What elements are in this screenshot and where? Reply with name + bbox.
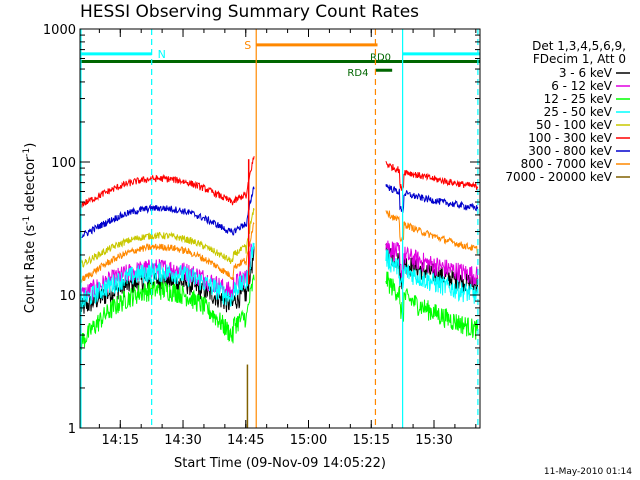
series-night-1 — [385, 240, 479, 286]
legend-entry-2: 12 - 25 keV — [544, 92, 613, 106]
legend: Det 1,3,4,5,6,9, FDecim 1, Att 0 3 - 6 k… — [505, 39, 630, 184]
legend-header-line-1: Det 1,3,4,5,6,9, — [532, 39, 626, 53]
plot-frame — [79, 28, 481, 429]
rd-marker-label-1: RD0 — [370, 52, 391, 63]
x-axis-ticks: 14:15 14:30 14:45 15:00 15:15 15:30 — [98, 29, 477, 448]
x-tick-label-5: 15:30 — [415, 433, 452, 448]
vertical-markers — [80, 29, 479, 428]
legend-entry-0: 3 - 6 keV — [559, 66, 613, 80]
series-day-5 — [80, 156, 255, 208]
x-tick-label-2: 14:45 — [227, 433, 264, 448]
x-tick-label-3: 15:00 — [290, 433, 327, 448]
series-day-4 — [80, 207, 255, 268]
footer-timestamp: 11-May-2010 01:14 — [544, 467, 632, 477]
y-axis-label: Count Rate (s-1 detector-1) — [22, 143, 38, 314]
series-lines — [80, 156, 479, 428]
y-tick-label-2: 100 — [51, 156, 76, 171]
y-axis-ticks: 1 10 100 1000 — [43, 23, 480, 437]
series-night-5 — [385, 161, 479, 191]
y-tick-label-1: 10 — [59, 289, 76, 304]
series-night-6 — [385, 184, 479, 214]
orbit-marker-label-1: S — [244, 39, 251, 52]
legend-header-line-2: FDecim 1, Att 0 — [533, 52, 626, 66]
series-night-7 — [385, 210, 479, 255]
legend-entry-5: 100 - 300 keV — [528, 131, 612, 145]
y-tick-label-0: 1 — [68, 422, 76, 437]
legend-entry-3: 25 - 50 keV — [544, 105, 613, 119]
legend-entry-8: 7000 - 20000 keV — [505, 170, 612, 184]
x-tick-label-4: 15:15 — [353, 433, 390, 448]
series-day-6 — [80, 186, 255, 239]
legend-entry-7: 800 - 7000 keV — [521, 157, 613, 171]
series-night-2 — [385, 271, 479, 340]
rd-marker-label-0: RD4 — [347, 68, 368, 79]
series-day-3 — [80, 242, 255, 309]
legend-entry-4: 50 - 100 keV — [536, 118, 613, 132]
legend-entry-6: 300 - 800 keV — [528, 144, 612, 158]
series-day-7 — [80, 221, 255, 283]
x-tick-label-0: 14:15 — [102, 433, 139, 448]
x-tick-label-1: 14:30 — [164, 433, 201, 448]
x-axis-label: Start Time (09-Nov-09 14:05:22) — [174, 456, 386, 471]
series-day-2 — [80, 274, 255, 350]
y-tick-label-3: 1000 — [43, 23, 76, 38]
legend-entry-1: 6 - 12 keV — [551, 79, 613, 93]
chart-title: HESSI Observing Summary Count Rates — [80, 2, 419, 22]
orbit-marker-label-0: N — [158, 48, 166, 61]
series-night-3 — [385, 249, 479, 304]
